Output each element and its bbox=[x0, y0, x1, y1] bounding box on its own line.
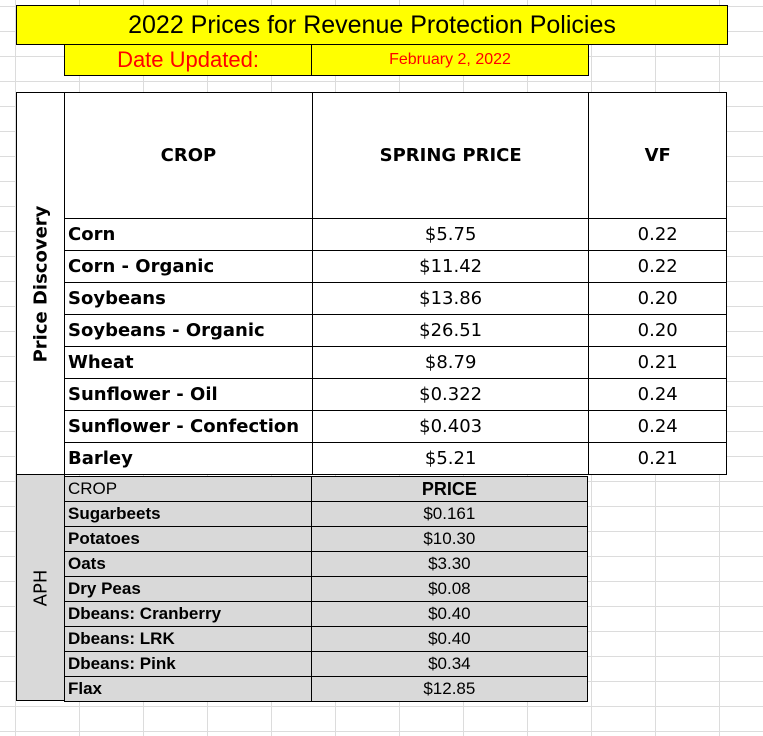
spring-price-cell[interactable]: $26.51 bbox=[311, 314, 590, 347]
spring-price-cell[interactable]: $13.86 bbox=[311, 282, 590, 315]
price-cell[interactable]: $0.40 bbox=[310, 601, 589, 627]
price-cell[interactable]: $0.40 bbox=[310, 626, 589, 652]
aph-header-price-cell[interactable]: PRICE bbox=[310, 476, 589, 502]
header-spring-price-cell[interactable]: SPRING PRICE bbox=[311, 92, 590, 219]
price-cell[interactable]: $0.161 bbox=[310, 501, 589, 527]
spring-price-cell[interactable]: $5.21 bbox=[311, 442, 590, 475]
date-updated-label[interactable]: Date Updated: bbox=[64, 45, 312, 76]
vf-cell[interactable]: 0.24 bbox=[588, 378, 727, 411]
vf-cell[interactable]: 0.22 bbox=[588, 218, 727, 251]
spring-price-cell[interactable]: $0.403 bbox=[311, 410, 590, 443]
table-row: Sunflower - Confection $0.403 0.24 bbox=[64, 410, 727, 443]
crop-cell[interactable]: Wheat bbox=[64, 346, 313, 379]
table-row: Soybeans $13.86 0.20 bbox=[64, 282, 727, 315]
crop-cell[interactable]: Soybeans - Organic bbox=[64, 314, 313, 347]
price-cell[interactable]: $0.08 bbox=[310, 576, 589, 602]
crop-cell[interactable]: Barley bbox=[64, 442, 313, 475]
table-row: Wheat $8.79 0.21 bbox=[64, 346, 727, 379]
table-row: Dry Peas $0.08 bbox=[64, 576, 589, 602]
vf-cell[interactable]: 0.20 bbox=[588, 282, 727, 315]
vf-cell[interactable]: 0.21 bbox=[588, 346, 727, 379]
aph-header-crop-cell[interactable]: CROP bbox=[64, 476, 312, 502]
header-crop-cell[interactable]: CROP bbox=[64, 92, 313, 219]
crop-cell[interactable]: Sunflower - Oil bbox=[64, 378, 313, 411]
price-cell[interactable]: $12.85 bbox=[310, 676, 589, 702]
crop-cell[interactable]: Dry Peas bbox=[64, 576, 312, 602]
aph-side-cell[interactable]: APH bbox=[16, 474, 65, 701]
vf-cell[interactable]: 0.22 bbox=[588, 250, 727, 283]
price-cell[interactable]: $3.30 bbox=[310, 551, 589, 577]
aph-header-row: CROP PRICE bbox=[64, 476, 589, 502]
date-updated-value[interactable]: February 2, 2022 bbox=[311, 45, 589, 76]
price-cell[interactable]: $0.34 bbox=[310, 651, 589, 677]
spring-price-cell[interactable]: $8.79 bbox=[311, 346, 590, 379]
table-row: Corn - Organic $11.42 0.22 bbox=[64, 250, 727, 283]
vf-cell[interactable]: 0.21 bbox=[588, 442, 727, 475]
table-row: Soybeans - Organic $26.51 0.20 bbox=[64, 314, 727, 347]
crop-cell[interactable]: Dbeans: Pink bbox=[64, 651, 312, 677]
price-discovery-header-row: CROP SPRING PRICE VF bbox=[64, 92, 727, 219]
spring-price-cell[interactable]: $11.42 bbox=[311, 250, 590, 283]
price-discovery-side-label: Price Discovery bbox=[30, 205, 51, 362]
table-row: Dbeans: Pink $0.34 bbox=[64, 651, 589, 677]
table-row: Flax $12.85 bbox=[64, 676, 589, 702]
price-discovery-side-cell[interactable]: Price Discovery bbox=[16, 92, 65, 475]
aph-side-label: APH bbox=[30, 569, 51, 606]
spring-price-cell[interactable]: $5.75 bbox=[311, 218, 590, 251]
crop-cell[interactable]: Soybeans bbox=[64, 282, 313, 315]
crop-cell[interactable]: Corn - Organic bbox=[64, 250, 313, 283]
header-vf-cell[interactable]: VF bbox=[588, 92, 727, 219]
price-cell[interactable]: $10.30 bbox=[310, 526, 589, 552]
sheet-title[interactable]: 2022 Prices for Revenue Protection Polic… bbox=[16, 5, 728, 45]
crop-cell[interactable]: Oats bbox=[64, 551, 312, 577]
crop-cell[interactable]: Dbeans: Cranberry bbox=[64, 601, 312, 627]
crop-cell[interactable]: Sunflower - Confection bbox=[64, 410, 313, 443]
table-row: Sunflower - Oil $0.322 0.24 bbox=[64, 378, 727, 411]
spring-price-cell[interactable]: $0.322 bbox=[311, 378, 590, 411]
crop-cell[interactable]: Flax bbox=[64, 676, 312, 702]
table-row: Corn $5.75 0.22 bbox=[64, 218, 727, 251]
table-row: Sugarbeets $0.161 bbox=[64, 501, 589, 527]
price-discovery-table: CROP SPRING PRICE VF Corn $5.75 0.22 Corn -… bbox=[64, 92, 727, 475]
vf-cell[interactable]: 0.24 bbox=[588, 410, 727, 443]
table-row: Oats $3.30 bbox=[64, 551, 589, 577]
vf-cell[interactable]: 0.20 bbox=[588, 314, 727, 347]
table-row: Dbeans: LRK $0.40 bbox=[64, 626, 589, 652]
crop-cell[interactable]: Dbeans: LRK bbox=[64, 626, 312, 652]
crop-cell[interactable]: Sugarbeets bbox=[64, 501, 312, 527]
table-row: Potatoes $10.30 bbox=[64, 526, 589, 552]
table-row: Barley $5.21 0.21 bbox=[64, 442, 727, 475]
crop-cell[interactable]: Corn bbox=[64, 218, 313, 251]
crop-cell[interactable]: Potatoes bbox=[64, 526, 312, 552]
aph-table: CROP PRICE Sugarbeets $0.161 Potatoes $10.3… bbox=[64, 476, 589, 702]
table-row: Dbeans: Cranberry $0.40 bbox=[64, 601, 589, 627]
